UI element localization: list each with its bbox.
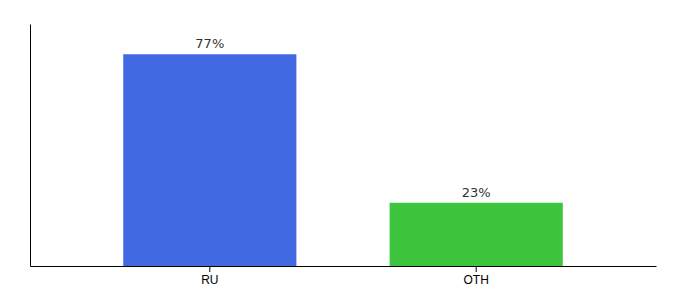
data-label: 77% (195, 36, 224, 51)
x-axis-line (31, 266, 657, 267)
x-tick: RU (201, 266, 218, 287)
data-labels: 77% 23% (195, 36, 490, 200)
bars (123, 54, 563, 266)
plot-area: RU OTH 77% 23% (31, 25, 657, 287)
x-tick: OTH (464, 266, 489, 287)
y-axis-line (30, 25, 31, 267)
x-tick-mark (476, 266, 477, 272)
bar (123, 54, 296, 266)
data-label: 23% (462, 185, 491, 200)
x-tick-label: OTH (464, 273, 489, 287)
x-tick-mark (209, 266, 210, 272)
x-axis: RU OTH (31, 266, 657, 287)
x-tick-label: RU (201, 273, 218, 287)
bar (390, 203, 563, 266)
chart-svg: RU OTH 77% 23% (0, 0, 680, 300)
chart-container: RU OTH 77% 23% (0, 0, 680, 300)
y-axis (30, 25, 31, 267)
